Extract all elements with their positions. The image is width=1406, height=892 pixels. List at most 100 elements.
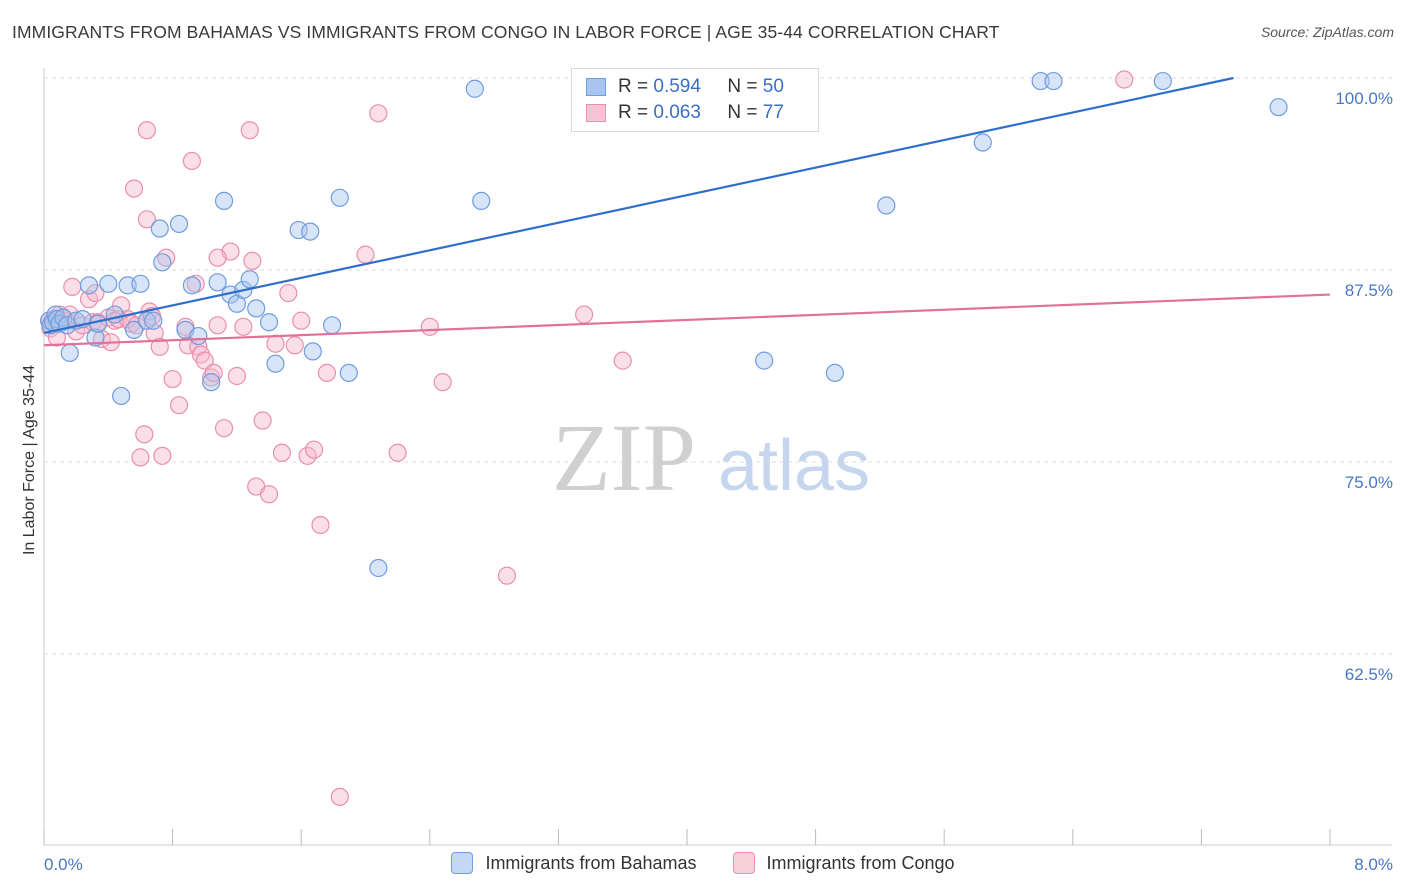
congo-point-56 [266, 334, 285, 353]
bahamas-point-14 [99, 274, 118, 293]
bahamas-point-28 [202, 373, 221, 392]
congo-point-51 [240, 121, 259, 140]
legend-r-value-bahamas: 0.594 [653, 76, 701, 97]
congo-point-50 [234, 317, 253, 336]
congo-point-69 [420, 317, 439, 336]
y-tick-label-1: 75.0% [1345, 473, 1393, 492]
congo-point-68 [388, 443, 407, 462]
bahamas-point-41 [322, 316, 342, 335]
congo-point-72 [575, 305, 594, 324]
bahamas-point-38 [289, 220, 308, 240]
x-tick-label-min: 0.0% [44, 855, 83, 874]
bahamas-point-34 [240, 270, 259, 289]
x-tick-label-max: 8.0% [1354, 855, 1393, 874]
legend-r-label: R = [618, 102, 649, 123]
bahamas-point-42 [330, 188, 349, 207]
congo-point-27 [135, 425, 154, 444]
legend-n-value-bahamas: 50 [762, 76, 784, 97]
bahamas-point-27 [189, 326, 208, 346]
congo-point-33 [153, 446, 172, 465]
bahamas-point-22 [150, 219, 169, 238]
bahamas-point-11 [79, 276, 99, 295]
series-legend-label-bahamas: Immigrants from Bahamas [485, 852, 697, 873]
congo-point-67 [369, 104, 388, 123]
congo-point-75 [137, 121, 156, 140]
y-tick-label-3: 100.0% [1335, 89, 1393, 108]
bahamas-point-55 [1269, 98, 1288, 117]
congo-point-35 [163, 369, 182, 389]
bahamas-point-12 [86, 328, 105, 347]
bahamas-point-37 [266, 354, 285, 373]
bahamas-point-44 [369, 558, 388, 578]
bahamas-point-50 [877, 196, 896, 215]
trend-line-congo [43, 293, 1331, 347]
congo-point-62 [304, 440, 324, 459]
bahamas-point-46 [472, 191, 491, 210]
congo-point-74 [1115, 70, 1134, 89]
congo-point-60 [292, 311, 311, 330]
bahamas-point-54 [1153, 71, 1172, 91]
series-swatch-bahamas [451, 852, 474, 874]
bahamas-point-16 [112, 386, 131, 406]
legend-r-label: R = [618, 76, 649, 97]
bahamas-point-35 [247, 299, 266, 318]
bahamas-point-40 [303, 342, 322, 361]
watermark-atlas: atlas [718, 426, 870, 506]
series-legend-congo[interactable]: Immigrants from Congo [732, 852, 955, 874]
bahamas-point-36 [259, 313, 279, 332]
bahamas-point-29 [208, 273, 227, 292]
legend-n-label: N = [727, 76, 758, 97]
bahamas-point-20 [137, 311, 156, 330]
y-tick-label-0: 62.5% [1345, 665, 1393, 684]
congo-point-73 [613, 351, 632, 370]
legend-n-value-congo: 77 [762, 102, 784, 123]
stats-legend: R = 0.594 N = 50 R = 0.063 N = 77 [571, 68, 819, 132]
congo-point-39 [182, 151, 201, 171]
bahamas-point-8 [60, 343, 79, 363]
bahamas-point-30 [214, 191, 234, 210]
y-tick-label-2: 87.5% [1345, 281, 1393, 300]
bahamas-point-53 [1044, 71, 1063, 91]
congo-point-54 [253, 411, 272, 430]
congo-point-26 [131, 448, 150, 467]
series-legend: Immigrants from Bahamas Immigrants from … [0, 852, 1406, 874]
source-credit: Source: ZipAtlas.com [1260, 24, 1394, 40]
chart-title: IMMIGRANTS FROM BAHAMAS VS IMMIGRANTS FR… [12, 22, 1000, 42]
congo-point-46 [208, 316, 227, 335]
y-axis-label: In Labor Force | Age 35-44 [21, 365, 38, 555]
congo-point-52 [243, 251, 262, 270]
y-tick-labels: 62.5% 75.0% 87.5% 100.0% [1335, 89, 1393, 684]
congo-point-64 [317, 363, 337, 383]
bahamas-point-19 [131, 274, 150, 293]
legend-row-bahamas: R = 0.594 N = 50 [586, 75, 784, 99]
bahamas-point-23 [153, 253, 172, 272]
bahamas-point-26 [182, 276, 201, 295]
trend-line-bahamas [43, 76, 1234, 335]
congo-point-63 [311, 515, 330, 535]
congo-point-28 [137, 210, 156, 229]
bahamas-point-18 [124, 320, 144, 340]
gridlines [44, 77, 1392, 655]
legend-swatch-congo [586, 104, 606, 122]
series-legend-bahamas[interactable]: Immigrants from Bahamas [451, 852, 697, 874]
congo-point-49 [227, 366, 246, 386]
congo-point-24 [124, 179, 144, 198]
legend-row-congo: R = 0.063 N = 77 [586, 101, 784, 125]
legend-n-label: N = [727, 102, 758, 123]
bahamas-point-45 [465, 79, 484, 98]
congo-point-66 [356, 245, 375, 264]
bahamas-point-48 [755, 351, 774, 370]
bahamas-point-51 [973, 133, 992, 152]
congo-point-65 [330, 787, 349, 806]
congo-point-76 [208, 248, 227, 267]
congo-point-57 [272, 443, 292, 462]
bahamas-point-43 [339, 363, 358, 383]
watermark: ZIP atlas [552, 404, 870, 511]
axes [43, 68, 1392, 846]
congo-point-36 [169, 396, 189, 415]
series-swatch-congo [732, 852, 755, 874]
bahamas-point-24 [169, 214, 189, 234]
congo-point-58 [279, 283, 298, 303]
congo-point-9 [63, 277, 82, 296]
